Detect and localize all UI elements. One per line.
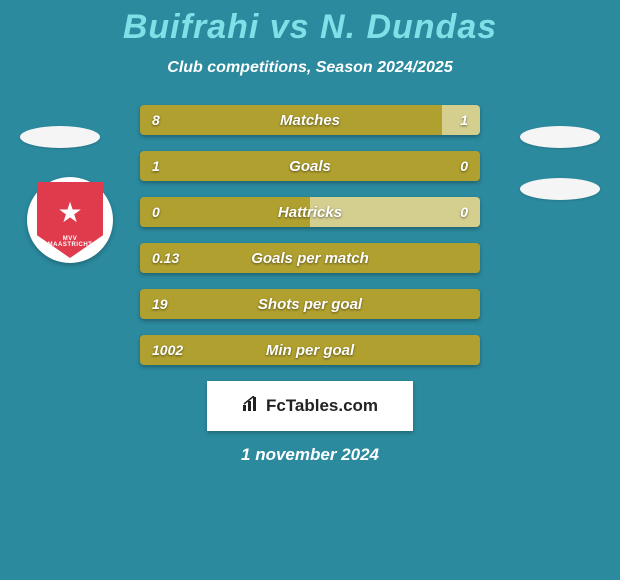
stat-value-left: 1002 (152, 335, 183, 365)
bar-right (310, 197, 480, 227)
club-abbr: MVVMAASTRICHT (37, 236, 103, 248)
stat-row: 0.13Goals per match (140, 243, 480, 273)
bar-left (140, 151, 480, 181)
player-right-badge-placeholder-2 (520, 178, 600, 200)
club-badge: ★ MVVMAASTRICHT (27, 177, 113, 263)
stat-value-left: 8 (152, 105, 160, 135)
player-right-badge-placeholder-1 (520, 126, 600, 148)
stat-value-left: 1 (152, 151, 160, 181)
club-shield: ★ MVVMAASTRICHT (37, 182, 103, 258)
bar-left (140, 243, 480, 273)
stat-row: 1002Min per goal (140, 335, 480, 365)
stat-value-left: 0.13 (152, 243, 179, 273)
subtitle: Club competitions, Season 2024/2025 (0, 59, 620, 77)
infographic-container: Buifrahi vs N. Dundas Club competitions,… (0, 0, 620, 580)
stats-panel: 81Matches10Goals00Hattricks0.13Goals per… (140, 105, 480, 365)
chart-icon (242, 396, 260, 417)
site-logo: FcTables.com (207, 381, 413, 431)
bar-left (140, 289, 480, 319)
star-icon: ★ (57, 196, 82, 229)
stat-value-right: 0 (460, 151, 468, 181)
stat-value-right: 1 (460, 105, 468, 135)
comparison-title: Buifrahi vs N. Dundas (0, 8, 620, 47)
stat-row: 10Goals (140, 151, 480, 181)
stat-value-left: 19 (152, 289, 168, 319)
player-left-badge-placeholder (20, 126, 100, 148)
stat-row: 81Matches (140, 105, 480, 135)
stat-value-right: 0 (460, 197, 468, 227)
bar-left (140, 105, 442, 135)
bar-left (140, 335, 480, 365)
stat-row: 19Shots per goal (140, 289, 480, 319)
stat-value-left: 0 (152, 197, 160, 227)
footer-date: 1 november 2024 (0, 445, 620, 465)
site-name: FcTables.com (266, 396, 378, 416)
stat-row: 00Hattricks (140, 197, 480, 227)
bar-left (140, 197, 310, 227)
